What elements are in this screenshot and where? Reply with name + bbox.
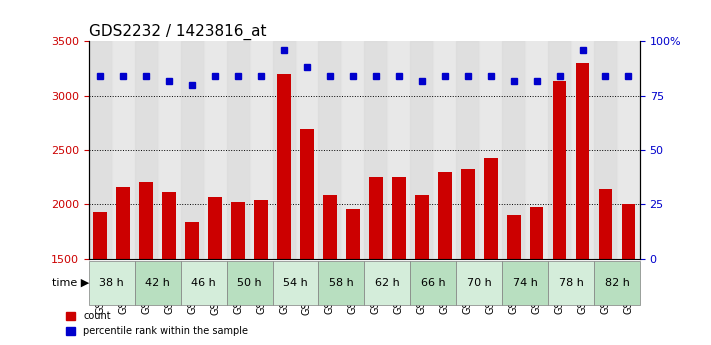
Bar xyxy=(461,169,475,345)
Bar xyxy=(319,41,341,259)
Bar xyxy=(158,41,181,259)
Bar xyxy=(203,41,227,259)
Text: 70 h: 70 h xyxy=(467,278,491,288)
Bar xyxy=(433,41,456,259)
FancyBboxPatch shape xyxy=(364,261,410,305)
FancyBboxPatch shape xyxy=(456,261,502,305)
Bar xyxy=(277,74,291,345)
Text: GDS2232 / 1423816_at: GDS2232 / 1423816_at xyxy=(89,24,267,40)
Text: 62 h: 62 h xyxy=(375,278,400,288)
Bar xyxy=(387,41,410,259)
FancyBboxPatch shape xyxy=(272,261,319,305)
Text: 58 h: 58 h xyxy=(329,278,354,288)
Text: 46 h: 46 h xyxy=(191,278,216,288)
Bar xyxy=(415,195,429,345)
Bar xyxy=(548,41,571,259)
Bar xyxy=(617,41,640,259)
Bar xyxy=(483,158,498,345)
Bar xyxy=(272,41,296,259)
Bar xyxy=(162,193,176,345)
Legend: count, percentile rank within the sample: count, percentile rank within the sample xyxy=(62,307,252,340)
Bar xyxy=(93,212,107,345)
Bar xyxy=(479,41,502,259)
Bar xyxy=(296,41,319,259)
Text: 38 h: 38 h xyxy=(100,278,124,288)
Bar xyxy=(341,41,364,259)
FancyBboxPatch shape xyxy=(410,261,456,305)
FancyBboxPatch shape xyxy=(89,261,135,305)
Bar xyxy=(502,41,525,259)
Bar xyxy=(621,204,636,345)
FancyBboxPatch shape xyxy=(181,261,227,305)
Bar xyxy=(250,41,272,259)
Bar xyxy=(438,172,451,345)
Bar xyxy=(323,195,337,345)
Bar xyxy=(227,41,250,259)
Text: 74 h: 74 h xyxy=(513,278,538,288)
Bar xyxy=(594,41,617,259)
FancyBboxPatch shape xyxy=(594,261,640,305)
Text: 42 h: 42 h xyxy=(145,278,170,288)
FancyBboxPatch shape xyxy=(319,261,364,305)
Text: 78 h: 78 h xyxy=(559,278,584,288)
Bar xyxy=(208,197,222,345)
Bar xyxy=(530,207,543,345)
Bar xyxy=(525,41,548,259)
Bar xyxy=(139,181,153,345)
Bar xyxy=(456,41,479,259)
FancyBboxPatch shape xyxy=(548,261,594,305)
Bar xyxy=(346,209,360,345)
Bar xyxy=(231,202,245,345)
Bar xyxy=(300,129,314,345)
Bar xyxy=(507,215,520,345)
Text: time ▶: time ▶ xyxy=(52,278,89,288)
FancyBboxPatch shape xyxy=(135,261,181,305)
Bar xyxy=(552,80,567,345)
Bar xyxy=(369,177,383,345)
Bar xyxy=(599,189,612,345)
FancyBboxPatch shape xyxy=(227,261,272,305)
Bar xyxy=(186,222,199,345)
Text: 54 h: 54 h xyxy=(283,278,308,288)
Text: 50 h: 50 h xyxy=(237,278,262,288)
Bar xyxy=(410,41,433,259)
Bar xyxy=(89,41,112,259)
Text: 66 h: 66 h xyxy=(421,278,446,288)
Bar xyxy=(392,177,406,345)
Bar xyxy=(576,63,589,345)
Bar xyxy=(364,41,387,259)
Text: 82 h: 82 h xyxy=(604,278,629,288)
Bar xyxy=(135,41,158,259)
Bar xyxy=(255,200,268,345)
Bar xyxy=(571,41,594,259)
Bar xyxy=(181,41,203,259)
Bar xyxy=(112,41,135,259)
FancyBboxPatch shape xyxy=(502,261,548,305)
Bar xyxy=(117,187,130,345)
